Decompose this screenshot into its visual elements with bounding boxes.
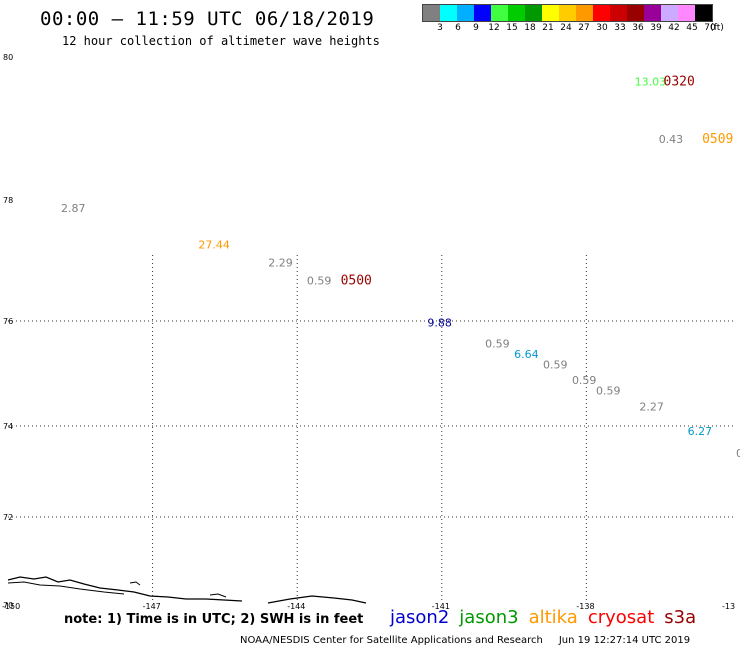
legend-swatch (440, 5, 457, 21)
clipped-observation: 0 (736, 447, 740, 460)
legend-tick-label: 3 (437, 23, 443, 33)
legend-unit: (ft) (710, 23, 724, 33)
legend-swatch (474, 5, 491, 21)
legend-tick-label: 36 (632, 23, 644, 33)
legend-labels: (ft) 3 6 9 12 15 18 21 24 27 30 33 36 39 42 45 70 (422, 22, 724, 36)
satellite-label: cryosat (587, 607, 655, 628)
legend-tick-label: 33 (614, 23, 626, 33)
legend-swatch (678, 5, 695, 21)
legend-tick-label: 9 (473, 23, 479, 33)
footer-credit: NOAA/NESDIS Center for Satellite Applica… (240, 635, 690, 646)
wave-height-value: 0.43 (659, 133, 684, 146)
legend-swatch (423, 5, 440, 21)
page-title: 00:00 – 11:59 UTC 06/18/2019 (40, 8, 375, 30)
satellite-label: altika (528, 607, 578, 628)
longitude-label: -144 (287, 602, 305, 610)
wave-height-value: 27.44 (198, 238, 230, 251)
legend-swatch (457, 5, 474, 21)
wave-height-value: 0.59 (572, 374, 597, 387)
legend-swatch (593, 5, 610, 21)
legend-swatch (576, 5, 593, 21)
legend-swatch (542, 5, 559, 21)
satellite-legend: jason2 jason3 altika cryosat s3a (390, 607, 706, 628)
longitude-label: -150 (2, 602, 20, 610)
longitude-label: -138 (576, 602, 594, 610)
page-subtitle: 12 hour collection of altimeter wave hei… (62, 34, 380, 48)
credit-text: NOAA/NESDIS Center for Satellite Applica… (240, 635, 543, 646)
longitude-label: -141 (432, 602, 450, 610)
latitude-label: 70 (3, 601, 13, 610)
legend-swatch (559, 5, 576, 21)
wave-height-value: 0.59 (307, 275, 332, 288)
wave-height-value: 9.88 (427, 316, 452, 329)
legend-tick-label: 42 (668, 23, 680, 33)
legend-tick-label: 18 (524, 23, 536, 33)
latitude-label: 78 (3, 196, 13, 205)
legend-swatch (508, 5, 525, 21)
legend-tick-label: 24 (560, 23, 572, 33)
legend-tick-label: 30 (596, 23, 608, 33)
legend-swatches (422, 4, 713, 22)
longitude-label: -13 (722, 602, 735, 610)
satellite-label: jason2 (390, 607, 450, 628)
longitude-label: -147 (143, 602, 161, 610)
generated-timestamp: Jun 19 12:27:14 UTC 2019 (558, 635, 691, 646)
legend-tick-label: 70 (704, 23, 716, 33)
legend-tick-label: 39 (650, 23, 662, 33)
legend-swatch (525, 5, 542, 21)
wave-height-value: 0.59 (485, 337, 510, 350)
graticule (8, 255, 735, 603)
wave-height-value: 6.27 (688, 425, 713, 438)
axis-labels: -150 -147 -144 -141 -138 -13 80 78 76 74 72 70 (2, 53, 735, 610)
pass-time-label: 0500 (341, 274, 372, 289)
legend-swatch (627, 5, 644, 21)
legend-swatch (610, 5, 627, 21)
wave-height-value: 0.59 (543, 358, 568, 371)
wave-height-value: 0.59 (596, 385, 621, 398)
wave-observations: 2.8727.442.290.599.880.596.640.590.590.5… (61, 76, 712, 439)
latitude-label: 72 (3, 513, 13, 522)
legend-tick-label: 12 (488, 23, 500, 33)
legend-swatch (491, 5, 508, 21)
legend-swatch (661, 5, 678, 21)
pass-time-label: 0320 (664, 75, 695, 90)
legend-tick-label: 15 (506, 23, 518, 33)
footer-note: note: 1) Time is in UTC; 2) SWH is in fe… (64, 612, 364, 627)
legend-tick-label: 21 (542, 23, 554, 33)
pass-time-label: 0509 (702, 132, 733, 147)
satellite-label: jason3 (459, 607, 519, 628)
legend-swatch (695, 5, 712, 21)
latitude-label: 74 (3, 422, 13, 431)
wave-height-value: 13.03 (635, 76, 667, 89)
wave-height-value: 2.27 (639, 400, 664, 413)
legend-tick-label: 27 (578, 23, 590, 33)
wave-height-value: 2.29 (268, 257, 293, 270)
coastline (7, 576, 367, 604)
satellite-label: s3a (664, 607, 697, 628)
legend-tick-label: 6 (455, 23, 461, 33)
legend-tick-label: 45 (686, 23, 698, 33)
wave-height-map: -150 -147 -144 -141 -138 -13 80 78 76 74 72 70 2.87… (2, 53, 740, 610)
legend-swatch (644, 5, 661, 21)
wave-height-value: 6.64 (514, 348, 539, 361)
color-legend: (ft) 3 6 9 12 15 18 21 24 27 30 33 36 39 42 45 70 (422, 4, 724, 36)
wave-height-value: 2.87 (61, 202, 86, 215)
latitude-label: 80 (3, 53, 13, 62)
latitude-label: 76 (3, 317, 13, 326)
pass-time-labels: 0500 0320 0509 (341, 75, 734, 289)
